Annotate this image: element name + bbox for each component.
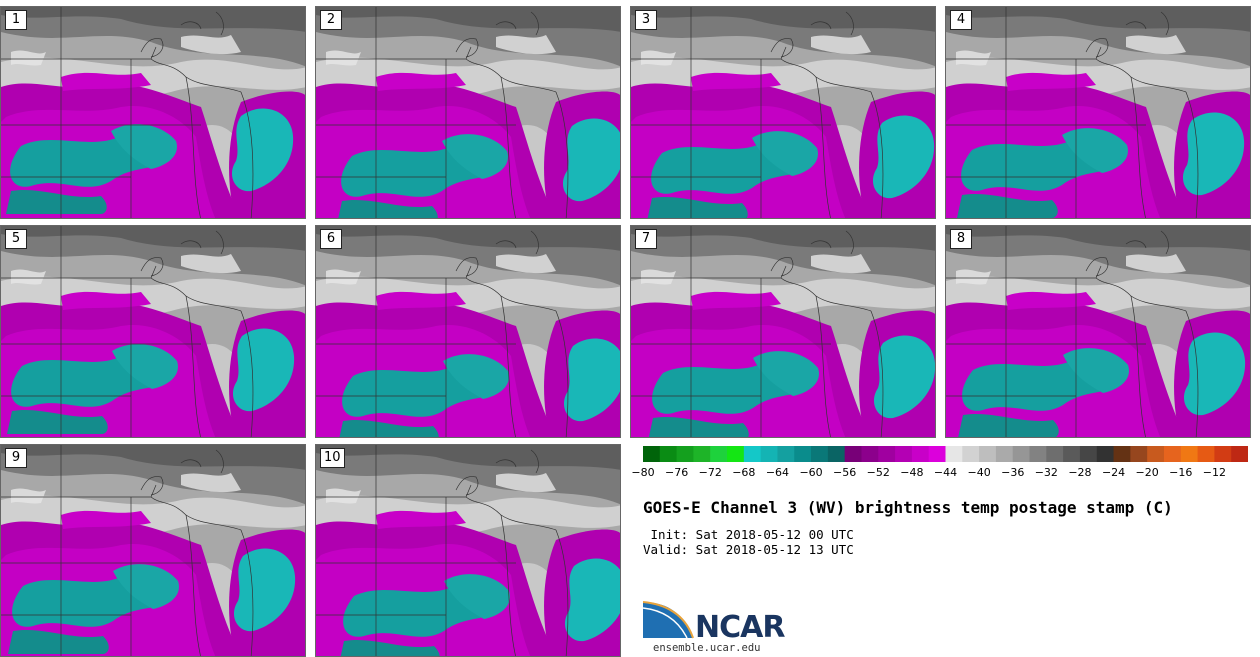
- colorbar-tick-label: −40: [967, 466, 991, 479]
- colorbar-swatch: [676, 446, 694, 462]
- water-vapor-map: [316, 445, 620, 656]
- colorbar-tick-label: −24: [1101, 466, 1126, 479]
- colorbar-swatch: [1063, 446, 1081, 462]
- figure-title: GOES-E Channel 3 (WV) brightness temp po…: [643, 498, 1173, 517]
- colorbar-tick-label: −36: [1001, 466, 1025, 479]
- panel-number: 3: [635, 10, 657, 30]
- water-vapor-map: [946, 226, 1250, 437]
- colorbar-swatch: [1046, 446, 1064, 462]
- colorbar-swatch: [743, 446, 762, 462]
- colorbar-swatch: [1163, 446, 1182, 462]
- water-vapor-map: [316, 7, 620, 218]
- colorbar-tick-label: −60: [799, 466, 823, 479]
- colorbar-swatch: [777, 446, 795, 462]
- colorbar-swatch: [1130, 446, 1148, 462]
- colorbar-swatch: [693, 446, 711, 462]
- panel-7: 7: [630, 225, 936, 438]
- colorbar-tick-label: −48: [900, 466, 924, 479]
- colorbar-swatch: [811, 446, 829, 462]
- colorbar-tick-label: −12: [1202, 466, 1226, 479]
- logo-text: NCAR: [695, 610, 785, 645]
- colorbar-swatch: [928, 446, 946, 462]
- colorbar-swatch: [844, 446, 862, 462]
- colorbar-swatch: [861, 446, 879, 462]
- water-vapor-map: [1, 445, 305, 656]
- colorbar-tick-label: −64: [765, 466, 790, 479]
- colorbar-tick-labels: −80 −76 −72 −68 −64 −60 −56 −52 −48 −44 −40 −36 −32−…: [631, 466, 1253, 482]
- colorbar-swatch: [760, 446, 778, 462]
- colorbar-swatch: [1029, 446, 1047, 462]
- colorbar-swatch: [1214, 446, 1232, 462]
- panel-number: 9: [5, 448, 27, 468]
- panel-6: 6: [315, 225, 621, 438]
- colorbar-swatch: [995, 446, 1014, 462]
- colorbar-swatch: [1096, 446, 1115, 462]
- colorbar-tick-label: −44: [933, 466, 958, 479]
- ncar-logo-icon: [643, 601, 694, 639]
- colorbar-swatch: [1147, 446, 1165, 462]
- colorbar-swatch: [643, 446, 661, 462]
- panel-number: 10: [320, 448, 345, 468]
- colorbar-swatch: [878, 446, 896, 462]
- colorbar-tick-label: −76: [665, 466, 689, 479]
- panel-2: 2: [315, 6, 621, 219]
- colorbar-swatch: [945, 446, 963, 462]
- colorbar-swatch: [1113, 446, 1131, 462]
- colorbar-tick-label: −28: [1068, 466, 1092, 479]
- colorbar-swatch: [1180, 446, 1199, 462]
- water-vapor-map: [631, 7, 935, 218]
- panel-1: 1: [0, 6, 306, 219]
- valid-time: Valid: Sat 2018-05-12 13 UTC: [643, 542, 854, 557]
- colorbar-swatch: [1079, 446, 1098, 462]
- water-vapor-map: [1, 226, 305, 437]
- colorbar-swatch: [727, 446, 745, 462]
- colorbar-tick-label: −80: [631, 466, 655, 479]
- colorbar-swatch: [979, 446, 997, 462]
- water-vapor-map: [1, 7, 305, 218]
- colorbar-swatch: [1197, 446, 1215, 462]
- colorbar-swatch: [710, 446, 728, 462]
- init-time: Init: Sat 2018-05-12 00 UTC: [643, 527, 854, 542]
- panel-4: 4: [945, 6, 1251, 219]
- panel-number: 5: [5, 229, 27, 249]
- colorbar-swatch: [1012, 446, 1031, 462]
- colorbar-swatch: [962, 446, 980, 462]
- panel-number: 4: [950, 10, 972, 30]
- panel-number: 7: [635, 229, 657, 249]
- water-vapor-map: [631, 226, 935, 437]
- panel-number: 6: [320, 229, 342, 249]
- colorbar-swatch: [659, 446, 678, 462]
- colorbar-swatch: [794, 446, 812, 462]
- colorbar-swatch: [1231, 446, 1248, 462]
- panel-number: 8: [950, 229, 972, 249]
- colorbar-tick-label: −56: [833, 466, 857, 479]
- colorbar: [643, 446, 1248, 462]
- panel-8: 8: [945, 225, 1251, 438]
- colorbar-tick-label: −68: [732, 466, 756, 479]
- water-vapor-map: [316, 226, 620, 437]
- panel-3: 3: [630, 6, 936, 219]
- colorbar-swatch: [895, 446, 913, 462]
- colorbar-tick-label: −16: [1169, 466, 1193, 479]
- colorbar-tick-label: −32: [1034, 466, 1058, 479]
- colorbar-tick-label: −20: [1135, 466, 1159, 479]
- colorbar-tick-label: −72: [698, 466, 722, 479]
- colorbar-swatch: [827, 446, 846, 462]
- panel-number: 1: [5, 10, 27, 30]
- panel-5: 5: [0, 225, 306, 438]
- panel-10: 10: [315, 444, 621, 657]
- panel-9: 9: [0, 444, 306, 657]
- colorbar-tick-label: −52: [866, 466, 890, 479]
- colorbar-swatch: [911, 446, 930, 462]
- water-vapor-map: [946, 7, 1250, 218]
- panel-number: 2: [320, 10, 342, 30]
- logo-url: ensemble.ucar.edu: [653, 642, 761, 654]
